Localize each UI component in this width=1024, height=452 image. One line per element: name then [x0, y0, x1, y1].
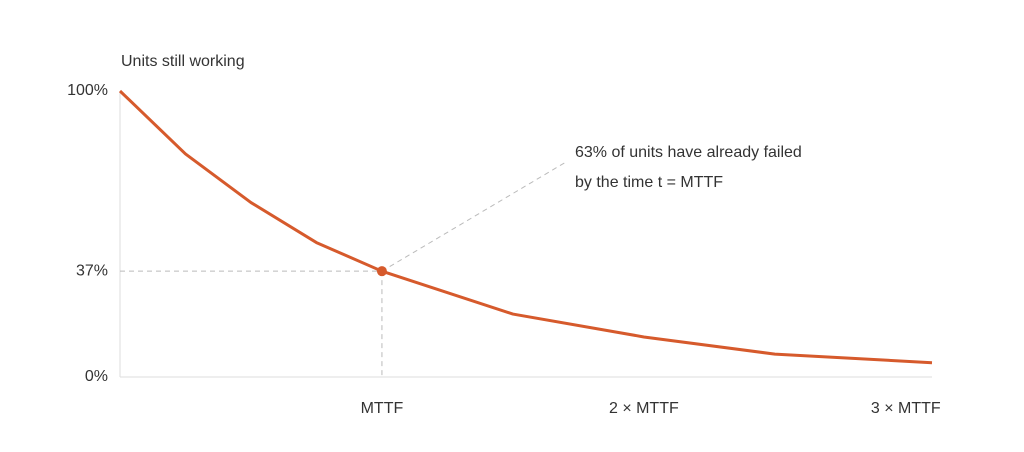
- annotation-line: 63% of units have already failed: [575, 144, 802, 161]
- y-axis-label: Units still working: [121, 53, 245, 70]
- annotation-leader: [381, 161, 567, 272]
- y-tick-label: 37%: [76, 262, 108, 279]
- y-tick-label: 0%: [85, 368, 108, 385]
- y-tick-label: 100%: [67, 82, 108, 99]
- x-tick-label: MTTF: [361, 400, 404, 417]
- line: [118, 89, 933, 365]
- annotation-line: by the time t = MTTF: [575, 174, 723, 191]
- x-tick-label: 3 × MTTF: [871, 400, 941, 417]
- x-tick-label: 2 × MTTF: [609, 400, 679, 417]
- marker: [376, 266, 387, 277]
